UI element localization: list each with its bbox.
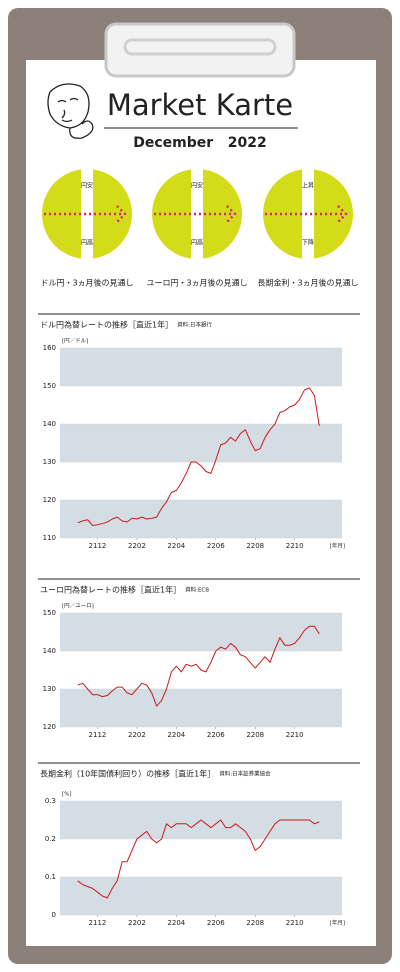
- y-tick-label: 120: [43, 723, 56, 731]
- clip: [104, 22, 296, 78]
- x-tick-label: 2206: [207, 542, 225, 550]
- y-tick-label: 0.1: [45, 873, 56, 881]
- chart-title: ドル円為替レートの推移［直近1年］: [40, 320, 173, 330]
- chart-source: 資料:日本証券業協会: [219, 770, 271, 778]
- gauge-caption: ドル円・3ヵ月後の見通し: [40, 278, 133, 288]
- x-tick-label: 2208: [246, 919, 264, 927]
- x-tick-label: 2208: [246, 542, 264, 550]
- x-tick-label: 2210: [286, 919, 304, 927]
- x-tick-label: 2206: [207, 731, 225, 739]
- clip-hole: [123, 38, 277, 56]
- x-tick-label: 2202: [128, 542, 146, 550]
- x-tick-label: 2204: [167, 731, 185, 739]
- gauge-axis: [81, 168, 93, 260]
- y-tick-label: 130: [43, 685, 56, 693]
- x-tick-label: 2208: [246, 731, 264, 739]
- x-axis-label: [年月]: [330, 919, 345, 927]
- chart-title: 長期金利（10年国債利回り）の推移［直近1年］: [40, 769, 215, 779]
- y-tick-label: 140: [43, 420, 56, 428]
- gauge-caption: 長期金利・3ヵ月後の見通し: [257, 278, 358, 288]
- chart-source: 資料:ECB: [185, 586, 209, 594]
- unit-label: [%]: [62, 792, 72, 798]
- x-tick-label: 2202: [128, 919, 146, 927]
- line: [77, 387, 320, 526]
- y-tick-label: 150: [43, 609, 56, 617]
- y-tick-label: 150: [43, 382, 56, 390]
- x-tick-label: 2202: [128, 731, 146, 739]
- gauge-top: 円安: [191, 182, 203, 190]
- gauge-bottom: 下降: [302, 239, 314, 247]
- chart: ドル円為替レートの推移［直近1年］ 資料:日本銀行 [円／ドル] 110 120 130 1…: [38, 313, 360, 550]
- chart-source: 資料:日本銀行: [177, 321, 212, 329]
- gauge-bottom: 円高: [191, 239, 203, 247]
- title: Market Karte: [107, 88, 293, 122]
- band: [60, 424, 342, 462]
- gauge-axis: [191, 168, 203, 260]
- y-tick-label: 160: [43, 344, 56, 352]
- x-tick-label: 2206: [207, 919, 225, 927]
- gauge-axis: [302, 168, 314, 260]
- charts: ドル円為替レートの推移［直近1年］ 資料:日本銀行 [円／ドル] 110 120 130 1…: [38, 313, 360, 927]
- y-tick-label: 120: [43, 496, 56, 504]
- band: [60, 613, 342, 651]
- y-tick-label: 140: [43, 647, 56, 655]
- x-tick-label: 2112: [89, 542, 107, 550]
- band: [60, 689, 342, 727]
- y-tick-label: 110: [43, 534, 56, 542]
- x-tick-label: 2112: [89, 731, 107, 739]
- gauge-top: 円安: [81, 182, 93, 190]
- band: [60, 877, 342, 915]
- y-tick-label: 130: [43, 458, 56, 466]
- line: [77, 625, 320, 707]
- subtitle: December 2022: [133, 135, 267, 151]
- line: [77, 819, 320, 899]
- unit-label: [円／ユーロ]: [62, 603, 94, 610]
- x-tick-label: 2204: [167, 919, 185, 927]
- gauge-top: 上昇: [302, 182, 314, 190]
- gauge-arrowhead: [116, 205, 127, 223]
- x-tick-label: 2112: [89, 919, 107, 927]
- x-tick-label: 2210: [286, 731, 304, 739]
- logo: [47, 83, 94, 139]
- x-tick-label: 2204: [167, 542, 185, 550]
- gauge-arrowhead: [337, 205, 348, 223]
- chart-title: ユーロ円為替レートの推移［直近1年］: [40, 585, 181, 595]
- gauge-bottom: 円高: [81, 239, 93, 247]
- band: [60, 348, 342, 386]
- outlooks: 円安円高ドル円・3ヵ月後の見通し円安円高ユーロ円・3ヵ月後の見通し上昇下降長期金…: [40, 168, 359, 288]
- gauge-caption: ユーロ円・3ヵ月後の見通し: [146, 278, 247, 288]
- x-tick-label: 2210: [286, 542, 304, 550]
- y-tick-label: 0.2: [45, 835, 56, 843]
- band: [60, 500, 342, 538]
- gauge-arrowhead: [226, 205, 237, 223]
- y-tick-label: 0: [52, 911, 56, 919]
- unit-label: [円／ドル]: [62, 338, 88, 345]
- chart: 長期金利（10年国債利回り）の推移［直近1年］ 資料:日本証券業協会 [%] 0 0.1…: [38, 762, 360, 927]
- y-tick-label: 0.3: [45, 797, 56, 805]
- chart: ユーロ円為替レートの推移［直近1年］ 資料:ECB [円／ユーロ] 120 130 140…: [38, 578, 360, 739]
- x-axis-label: [年月]: [330, 542, 345, 550]
